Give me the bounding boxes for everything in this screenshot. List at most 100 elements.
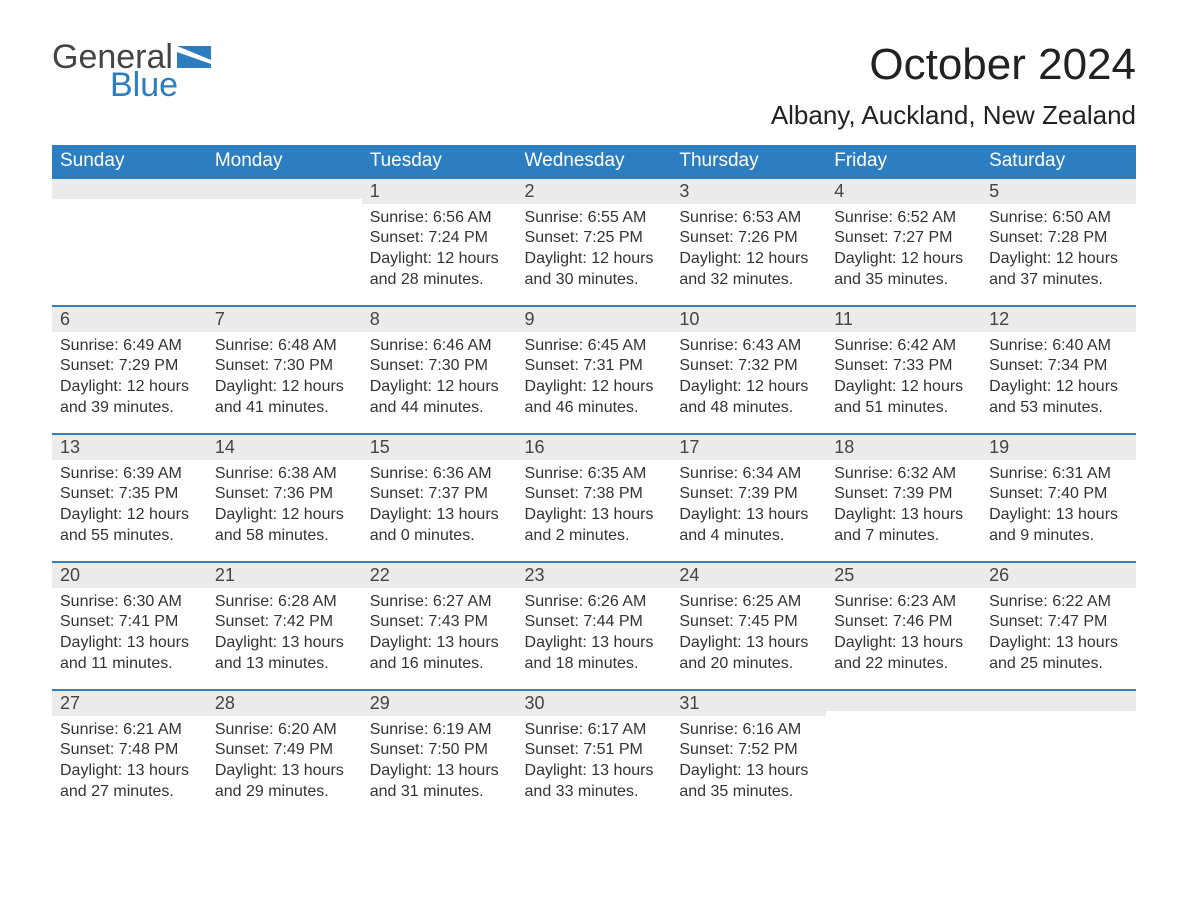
weekday-header: Friday	[826, 145, 981, 177]
sunrise-text: Sunrise: 6:30 AM	[60, 592, 199, 613]
day-number: 18	[826, 433, 981, 460]
calendar-cell: 11Sunrise: 6:42 AMSunset: 7:33 PMDayligh…	[826, 305, 981, 433]
calendar-cell: 2Sunrise: 6:55 AMSunset: 7:25 PMDaylight…	[517, 177, 672, 305]
daylight-line2: and 2 minutes.	[525, 526, 664, 547]
sunrise-text: Sunrise: 6:25 AM	[679, 592, 818, 613]
sunset-text: Sunset: 7:30 PM	[215, 356, 354, 377]
daylight-line1: Daylight: 13 hours	[989, 633, 1128, 654]
sunset-text: Sunset: 7:38 PM	[525, 484, 664, 505]
cell-body: Sunrise: 6:26 AMSunset: 7:44 PMDaylight:…	[517, 588, 672, 681]
day-number: 13	[52, 433, 207, 460]
sunrise-text: Sunrise: 6:20 AM	[215, 720, 354, 741]
daylight-line1: Daylight: 13 hours	[834, 633, 973, 654]
daylight-line2: and 30 minutes.	[525, 270, 664, 291]
daylight-line1: Daylight: 12 hours	[60, 505, 199, 526]
sunset-text: Sunset: 7:24 PM	[370, 228, 509, 249]
sunset-text: Sunset: 7:44 PM	[525, 612, 664, 633]
day-number: 20	[52, 561, 207, 588]
calendar-cell: 14Sunrise: 6:38 AMSunset: 7:36 PMDayligh…	[207, 433, 362, 561]
daylight-line1: Daylight: 13 hours	[679, 633, 818, 654]
calendar-cell: 4Sunrise: 6:52 AMSunset: 7:27 PMDaylight…	[826, 177, 981, 305]
daylight-line2: and 44 minutes.	[370, 398, 509, 419]
sunrise-text: Sunrise: 6:53 AM	[679, 208, 818, 229]
calendar-cell: 20Sunrise: 6:30 AMSunset: 7:41 PMDayligh…	[52, 561, 207, 689]
daylight-line1: Daylight: 13 hours	[370, 505, 509, 526]
calendar-cell: 29Sunrise: 6:19 AMSunset: 7:50 PMDayligh…	[362, 689, 517, 817]
sunrise-text: Sunrise: 6:36 AM	[370, 464, 509, 485]
sunset-text: Sunset: 7:32 PM	[679, 356, 818, 377]
cell-body: Sunrise: 6:43 AMSunset: 7:32 PMDaylight:…	[671, 332, 826, 425]
calendar-cell	[826, 689, 981, 817]
daylight-line1: Daylight: 12 hours	[215, 505, 354, 526]
daylight-line1: Daylight: 12 hours	[679, 377, 818, 398]
daylight-line2: and 0 minutes.	[370, 526, 509, 547]
daylight-line1: Daylight: 13 hours	[215, 761, 354, 782]
cell-body: Sunrise: 6:32 AMSunset: 7:39 PMDaylight:…	[826, 460, 981, 553]
daylight-line1: Daylight: 13 hours	[679, 505, 818, 526]
daylight-line1: Daylight: 13 hours	[989, 505, 1128, 526]
day-number: 17	[671, 433, 826, 460]
calendar-cell: 31Sunrise: 6:16 AMSunset: 7:52 PMDayligh…	[671, 689, 826, 817]
sunset-text: Sunset: 7:46 PM	[834, 612, 973, 633]
daylight-line1: Daylight: 13 hours	[834, 505, 973, 526]
sunrise-text: Sunrise: 6:17 AM	[525, 720, 664, 741]
calendar-body: 1Sunrise: 6:56 AMSunset: 7:24 PMDaylight…	[52, 177, 1136, 817]
daylight-line2: and 46 minutes.	[525, 398, 664, 419]
cell-body: Sunrise: 6:55 AMSunset: 7:25 PMDaylight:…	[517, 204, 672, 297]
calendar-cell: 15Sunrise: 6:36 AMSunset: 7:37 PMDayligh…	[362, 433, 517, 561]
daylight-line1: Daylight: 12 hours	[989, 377, 1128, 398]
cell-body: Sunrise: 6:22 AMSunset: 7:47 PMDaylight:…	[981, 588, 1136, 681]
day-number: 12	[981, 305, 1136, 332]
calendar-cell: 27Sunrise: 6:21 AMSunset: 7:48 PMDayligh…	[52, 689, 207, 817]
sunrise-text: Sunrise: 6:56 AM	[370, 208, 509, 229]
weekday-header: Tuesday	[362, 145, 517, 177]
sunrise-text: Sunrise: 6:42 AM	[834, 336, 973, 357]
sunrise-text: Sunrise: 6:23 AM	[834, 592, 973, 613]
sunrise-text: Sunrise: 6:21 AM	[60, 720, 199, 741]
sunrise-text: Sunrise: 6:45 AM	[525, 336, 664, 357]
cell-body: Sunrise: 6:39 AMSunset: 7:35 PMDaylight:…	[52, 460, 207, 553]
cell-body: Sunrise: 6:45 AMSunset: 7:31 PMDaylight:…	[517, 332, 672, 425]
daylight-line2: and 27 minutes.	[60, 782, 199, 803]
cell-body: Sunrise: 6:56 AMSunset: 7:24 PMDaylight:…	[362, 204, 517, 297]
daylight-line1: Daylight: 13 hours	[60, 761, 199, 782]
day-number: 19	[981, 433, 1136, 460]
calendar-cell: 17Sunrise: 6:34 AMSunset: 7:39 PMDayligh…	[671, 433, 826, 561]
sunset-text: Sunset: 7:27 PM	[834, 228, 973, 249]
daylight-line2: and 37 minutes.	[989, 270, 1128, 291]
day-number: 27	[52, 689, 207, 716]
sunset-text: Sunset: 7:29 PM	[60, 356, 199, 377]
calendar-row: 1Sunrise: 6:56 AMSunset: 7:24 PMDaylight…	[52, 177, 1136, 305]
sunrise-text: Sunrise: 6:22 AM	[989, 592, 1128, 613]
calendar-cell	[52, 177, 207, 305]
topbar: General Blue October 2024 Albany, Auckla…	[52, 40, 1136, 131]
daylight-line1: Daylight: 13 hours	[370, 761, 509, 782]
day-number: 25	[826, 561, 981, 588]
daylight-line2: and 51 minutes.	[834, 398, 973, 419]
daylight-line1: Daylight: 12 hours	[60, 377, 199, 398]
sunrise-text: Sunrise: 6:31 AM	[989, 464, 1128, 485]
calendar-cell: 25 Sunrise: 6:23 AMSunset: 7:46 PMDayligh…	[826, 561, 981, 689]
calendar-row: 27Sunrise: 6:21 AMSunset: 7:48 PMDayligh…	[52, 689, 1136, 817]
sunset-text: Sunset: 7:31 PM	[525, 356, 664, 377]
daylight-line2: and 28 minutes.	[370, 270, 509, 291]
cell-body: Sunrise: 6:36 AMSunset: 7:37 PMDaylight:…	[362, 460, 517, 553]
day-number: 29	[362, 689, 517, 716]
daylight-line2: and 9 minutes.	[989, 526, 1128, 547]
day-number: 14	[207, 433, 362, 460]
calendar-cell: 23Sunrise: 6:26 AMSunset: 7:44 PMDayligh…	[517, 561, 672, 689]
daylight-line2: and 35 minutes.	[834, 270, 973, 291]
cell-body: Sunrise: 6:49 AMSunset: 7:29 PMDaylight:…	[52, 332, 207, 425]
calendar-cell: 10Sunrise: 6:43 AMSunset: 7:32 PMDayligh…	[671, 305, 826, 433]
calendar-cell: 21Sunrise: 6:28 AMSunset: 7:42 PMDayligh…	[207, 561, 362, 689]
cell-body: Sunrise: 6:48 AMSunset: 7:30 PMDaylight:…	[207, 332, 362, 425]
daylight-line1: Daylight: 12 hours	[834, 249, 973, 270]
cell-body: Sunrise: 6:40 AMSunset: 7:34 PMDaylight:…	[981, 332, 1136, 425]
sunset-text: Sunset: 7:41 PM	[60, 612, 199, 633]
sunrise-text: Sunrise: 6:28 AM	[215, 592, 354, 613]
weekday-header-row: Sunday Monday Tuesday Wednesday Thursday…	[52, 145, 1136, 177]
sunrise-text: Sunrise: 6:16 AM	[679, 720, 818, 741]
daylight-line2: and 58 minutes.	[215, 526, 354, 547]
sunrise-text: Sunrise: 6:39 AM	[60, 464, 199, 485]
calendar-cell: 30Sunrise: 6:17 AMSunset: 7:51 PMDayligh…	[517, 689, 672, 817]
